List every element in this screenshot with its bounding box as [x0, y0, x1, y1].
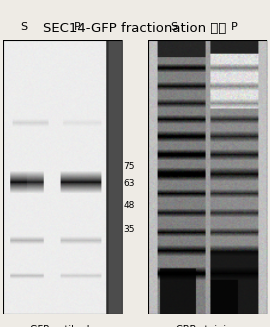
Text: 48: 48 — [123, 201, 135, 210]
Text: P: P — [73, 22, 80, 32]
Text: SEC14-GFP fractionation 결과: SEC14-GFP fractionation 결과 — [43, 22, 227, 35]
Text: CBB staining: CBB staining — [176, 325, 239, 327]
Text: GFP antibody: GFP antibody — [30, 325, 95, 327]
Text: P: P — [231, 22, 237, 32]
Text: 63: 63 — [123, 180, 135, 188]
Text: 35: 35 — [123, 225, 135, 233]
Text: 75: 75 — [123, 162, 135, 171]
Text: S: S — [21, 22, 28, 32]
Text: S: S — [171, 22, 178, 32]
